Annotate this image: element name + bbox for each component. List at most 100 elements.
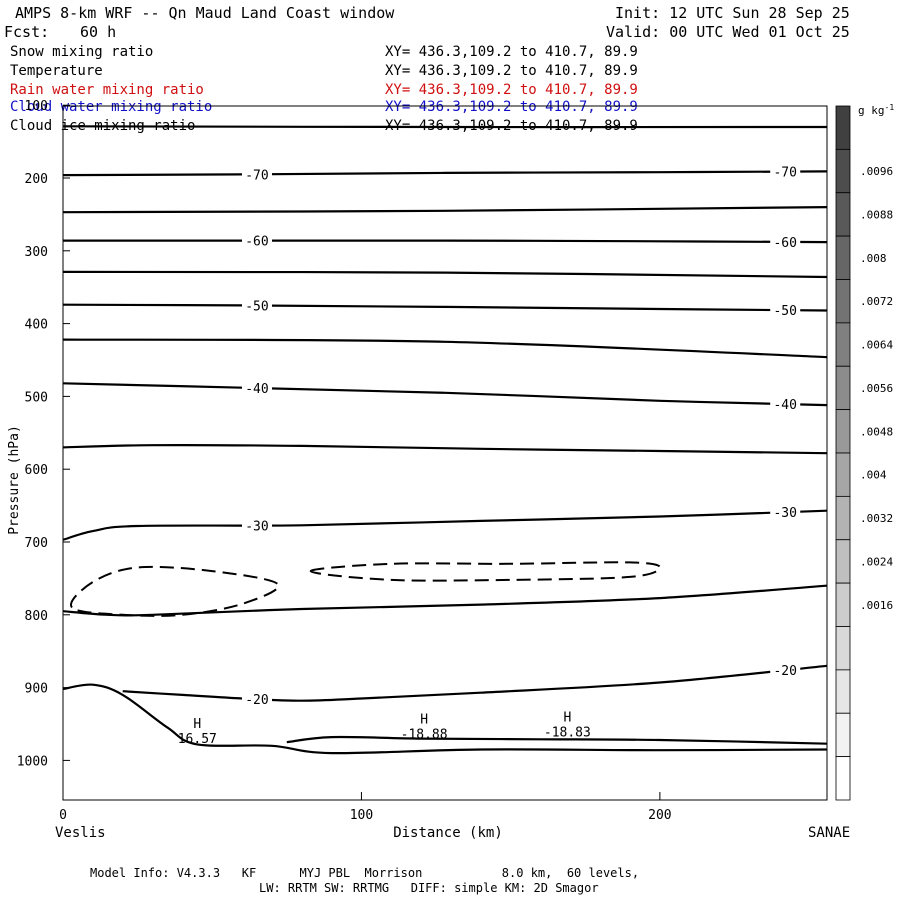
field-xy: XY= 436.3,109.2 to 410.7, 89.9 <box>385 99 638 115</box>
temperature-contour <box>62 338 828 359</box>
temperature-contour <box>62 125 828 129</box>
colorbar-swatch <box>835 279 851 324</box>
fcst-label: Fcst: <box>4 23 50 41</box>
field-name: Temperature <box>10 63 103 79</box>
colorbar-swatch <box>835 365 851 411</box>
contour-label: -50 <box>245 300 268 315</box>
contour-label: -40 <box>245 382 268 397</box>
colorbar-swatch <box>835 756 851 801</box>
y-tick-label: 400 <box>25 318 48 333</box>
y-tick-label: 200 <box>25 172 48 187</box>
y-tick-label: 300 <box>25 245 48 260</box>
y-tick-label: 1000 <box>17 754 48 769</box>
colorbar-swatch <box>835 495 851 541</box>
chart-title: AMPS 8-km WRF -- Qn Maud Land Coast wind… <box>15 4 395 22</box>
field-name: Snow mixing ratio <box>10 44 154 60</box>
cloud-ice-contours <box>70 561 661 617</box>
temperature-contour <box>62 443 828 455</box>
contour-label: -70 <box>773 166 796 181</box>
cloud-ice-contour <box>70 565 280 617</box>
init-time: Init: 12 UTC Sun 28 Sep 25 <box>615 4 850 22</box>
minimum-marker: H <box>420 712 428 727</box>
temperature-contour <box>62 206 828 214</box>
colorbar-tick-label: .008 <box>860 252 887 265</box>
y-tick-label: 700 <box>25 536 48 551</box>
colorbar-tick-label: .0032 <box>860 512 893 525</box>
y-tick-label: 100 <box>25 99 48 114</box>
contour-label-bg <box>241 166 272 183</box>
model-info-line1: Model Info: V4.3.3 KF MYJ PBL Morrison 8… <box>90 866 640 880</box>
valid-time: Valid: 00 UTC Wed 01 Oct 25 <box>606 23 850 41</box>
minimum-value: -18.88 <box>401 727 448 742</box>
contour-label-bg <box>770 163 801 180</box>
y-ticks: 100 200 300 400 500 600 700 800 900 1000 <box>17 99 70 769</box>
x-axis-label: Distance (km) <box>393 825 503 841</box>
colorbar-swatch <box>835 322 851 367</box>
temperature-contour <box>62 303 828 312</box>
y-tick-label: 900 <box>25 682 48 697</box>
minima-markers: H16.57H-18.88H-18.83 <box>178 710 591 747</box>
field-name: Cloud water mixing ratio <box>10 99 213 115</box>
colorbar-swatch <box>835 539 851 584</box>
contour-label: -30 <box>773 506 796 521</box>
contour-label: -40 <box>773 398 796 413</box>
y-axis-label: Pressure (hPa) <box>7 425 22 535</box>
field-name: Rain water mixing ratio <box>10 82 204 98</box>
contour-label: -60 <box>245 235 268 250</box>
minimum-value: -18.83 <box>544 725 591 740</box>
temperature-contour <box>62 683 828 755</box>
temperature-contours: -70 -70 -60 -60 -50 -50 -40 -40 -30 -30 -20 -20 <box>62 125 828 755</box>
contour-label: -70 <box>245 168 268 183</box>
minimum-value: 16.57 <box>178 732 217 747</box>
colorbar-swatch <box>835 582 851 627</box>
colorbar-swatch <box>835 669 851 714</box>
x-ticks: 0 100 200 <box>59 792 672 823</box>
contour-label-bg <box>241 232 272 249</box>
contour-label-bg <box>241 380 272 397</box>
colorbar-swatch <box>835 712 851 758</box>
colorbar-swatch <box>835 192 851 237</box>
temperature-contour <box>63 239 828 244</box>
fcst-value: 60 h <box>80 23 117 41</box>
colorbar-swatch <box>835 235 851 280</box>
colorbar-swatch <box>835 626 851 671</box>
temperature-contour <box>62 170 828 177</box>
colorbar-units: g kg-1 <box>858 103 894 117</box>
temperature-contour <box>122 664 828 702</box>
colorbar: .0096 .0088 .008 .0072 .0064 .0056 .0048 .004 .0… <box>835 105 893 801</box>
x-tick-label: 200 <box>648 808 671 823</box>
colorbar-tick-label: .0096 <box>860 165 893 178</box>
minimum-marker: H <box>193 717 201 732</box>
x-tick-label: 100 <box>350 808 373 823</box>
contour-label-bg <box>241 691 272 708</box>
colorbar-tick-label: .0088 <box>860 208 893 221</box>
x-end-label-left: Veslis <box>55 825 106 841</box>
colorbar-tick-label: .004 <box>860 469 887 482</box>
contour-label: -20 <box>245 693 268 708</box>
temperature-contour <box>62 270 828 279</box>
field-xy: XY= 436.3,109.2 to 410.7, 89.9 <box>385 82 638 98</box>
colorbar-tick-label: .0064 <box>860 339 893 352</box>
colorbar-tick-label: .0056 <box>860 382 893 395</box>
contour-label-bg <box>241 517 272 534</box>
cloud-ice-contour <box>309 561 661 582</box>
field-xy: XY= 436.3,109.2 to 410.7, 89.9 <box>385 63 638 79</box>
contour-label-bg <box>770 504 801 521</box>
contour-label-bg <box>770 233 801 250</box>
y-tick-label: 600 <box>25 463 48 478</box>
contour-label-bg <box>770 302 801 319</box>
contour-label-bg <box>770 661 801 678</box>
colorbar-swatch <box>835 105 851 150</box>
contour-label: -60 <box>773 236 796 251</box>
colorbar-tick-label: .0024 <box>860 555 893 568</box>
contour-label: -20 <box>773 664 796 679</box>
temperature-contour <box>62 509 828 541</box>
contour-label: -30 <box>245 519 268 534</box>
colorbar-swatch <box>835 148 851 194</box>
minimum-marker: H <box>563 710 571 725</box>
x-tick-label: 0 <box>59 808 67 823</box>
x-end-label-right: SANAE <box>808 825 850 841</box>
colorbar-swatch <box>835 452 851 497</box>
temperature-contour <box>286 735 828 745</box>
